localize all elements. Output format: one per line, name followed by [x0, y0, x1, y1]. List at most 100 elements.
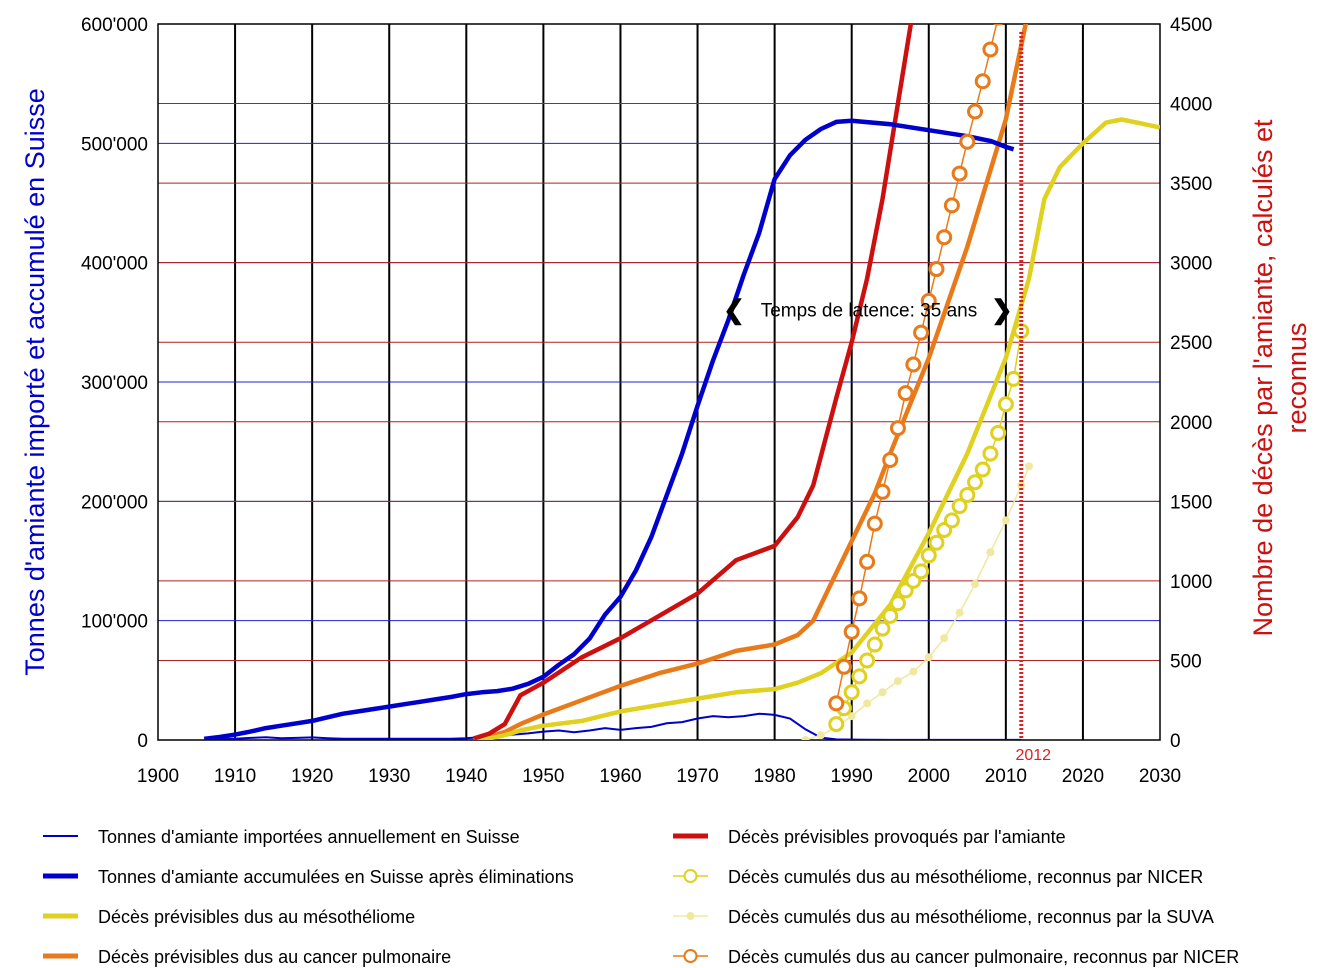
legend-item: Décès cumulés dus au mésothéliome, recon…	[673, 867, 1203, 887]
series-5-point	[866, 636, 883, 653]
legend-swatch-marker	[683, 949, 698, 963]
series-5-point	[913, 563, 930, 580]
legend-swatch-marker	[686, 912, 695, 920]
series-6-point	[893, 677, 902, 686]
series-6-point	[940, 634, 949, 643]
legend-label: Décès cumulés dus au mésothéliome, recon…	[728, 867, 1203, 887]
right-tick-label: 4500	[1170, 15, 1212, 36]
series-3-line	[473, 24, 1028, 740]
legend-item: Décès cumulés dus au mésothéliome, recon…	[673, 907, 1214, 927]
series-7-point	[936, 229, 953, 246]
series-6-point	[986, 548, 995, 557]
legend-label: Décès prévisibles provoqués par l'amiant…	[728, 827, 1066, 847]
series-6-point	[1001, 516, 1010, 525]
series-5-point	[859, 652, 876, 669]
left-tick-label: 300'000	[81, 373, 148, 394]
x-tick-label: 1920	[291, 766, 333, 787]
series-5-point	[1013, 323, 1030, 340]
x-tick-label: 2000	[908, 766, 950, 787]
series-6-point	[816, 731, 825, 740]
series-7-point	[897, 385, 914, 402]
series-6-point	[878, 688, 887, 697]
left-tick-label: 400'000	[81, 254, 148, 275]
x-tick-label: 2020	[1062, 766, 1104, 787]
right-tick-label: 4000	[1170, 95, 1212, 116]
legend-label: Décès cumulés dus au cancer pulmonaire, …	[728, 947, 1239, 967]
series-6-point	[863, 699, 872, 708]
series-5-point	[843, 684, 860, 701]
x-tick-label: 2030	[1139, 766, 1181, 787]
right-tick-label: 2000	[1170, 413, 1212, 434]
series-5-point	[974, 461, 991, 478]
legend-label: Décès cumulés dus au mésothéliome, recon…	[728, 907, 1214, 927]
series-4-line	[473, 24, 914, 740]
marker-label-2012: 2012	[1015, 747, 1051, 764]
latency-bracket-right: ❯	[991, 294, 1013, 325]
legend-label: Tonnes d'amiante importées annuellement …	[98, 827, 520, 847]
legend-label: Décès prévisibles dus au mésothéliome	[98, 907, 415, 927]
right-tick-label: 2500	[1170, 333, 1212, 354]
x-tick-label: 1980	[753, 766, 795, 787]
right-tick-label: 3000	[1170, 254, 1212, 275]
right-tick-label: 1500	[1170, 492, 1212, 513]
series-6-point	[955, 608, 964, 617]
series-7-point	[959, 133, 976, 150]
right-tick-label: 0	[1170, 731, 1181, 752]
left-tick-label: 200'000	[81, 492, 148, 513]
series-5-point	[889, 595, 906, 612]
legend-item: Décès cumulés dus au cancer pulmonaire, …	[673, 947, 1239, 967]
right-tick-label: 1000	[1170, 572, 1212, 593]
series-7-point	[982, 41, 999, 58]
series-6-point	[847, 712, 856, 721]
series-6-point	[1024, 462, 1033, 471]
series-7-point	[889, 420, 906, 437]
series-7-point	[974, 73, 991, 90]
series-7-point	[828, 695, 845, 712]
plot-frame	[157, 23, 1161, 741]
marker-2012: 2012	[1015, 32, 1051, 764]
latency-label: Temps de latence: 35 ans	[761, 300, 978, 321]
series-5-point	[874, 620, 891, 637]
series-7-point	[928, 261, 945, 278]
series-5-point	[851, 668, 868, 685]
legend-swatch-marker	[683, 869, 698, 883]
series-7-point	[866, 515, 883, 532]
series-5-point	[828, 716, 845, 733]
legend-item: Tonnes d'amiante accumulées en Suisse ap…	[43, 867, 574, 887]
series-7-point	[851, 590, 868, 607]
series-7-point	[859, 553, 876, 570]
series-7-point	[835, 658, 852, 675]
series-7-point	[967, 103, 984, 120]
series-7-point	[905, 356, 922, 373]
left-tick-label: 100'000	[81, 612, 148, 633]
series-7-point	[882, 451, 899, 468]
series-clip-group	[203, 24, 1160, 740]
latency-bracket-left: ❮	[723, 294, 745, 325]
x-tick-label: 1960	[599, 766, 641, 787]
legend-item: Décès prévisibles dus au cancer pulmonai…	[43, 947, 451, 967]
series-7-point	[951, 165, 968, 182]
series-5-point	[928, 534, 945, 551]
series-5-point	[959, 486, 976, 503]
series-layer	[203, 24, 1160, 740]
series-5-point	[982, 445, 999, 462]
series-5-point	[967, 474, 984, 491]
right-tick-label: 500	[1170, 651, 1202, 672]
axis-ticks: 1900 1910 1920 1930 1940 1950 1960 1970 1980 1990…	[81, 15, 1212, 787]
x-tick-label: 1930	[368, 766, 410, 787]
series-5-point	[997, 396, 1014, 413]
left-tick-label: 600'000	[81, 15, 148, 36]
legend-item: Décès prévisibles provoqués par l'amiant…	[673, 827, 1066, 847]
series-7-point	[993, 24, 1003, 26]
series-6-point	[801, 736, 810, 740]
x-tick-label: 1950	[522, 766, 564, 787]
series-7-point	[943, 197, 960, 214]
x-tick-label: 1900	[137, 766, 179, 787]
series-5-point	[920, 547, 937, 564]
x-tick-label: 1990	[831, 766, 873, 787]
left-tick-label: 500'000	[81, 134, 148, 155]
series-5-point	[882, 607, 899, 624]
series-7-point	[913, 324, 930, 341]
